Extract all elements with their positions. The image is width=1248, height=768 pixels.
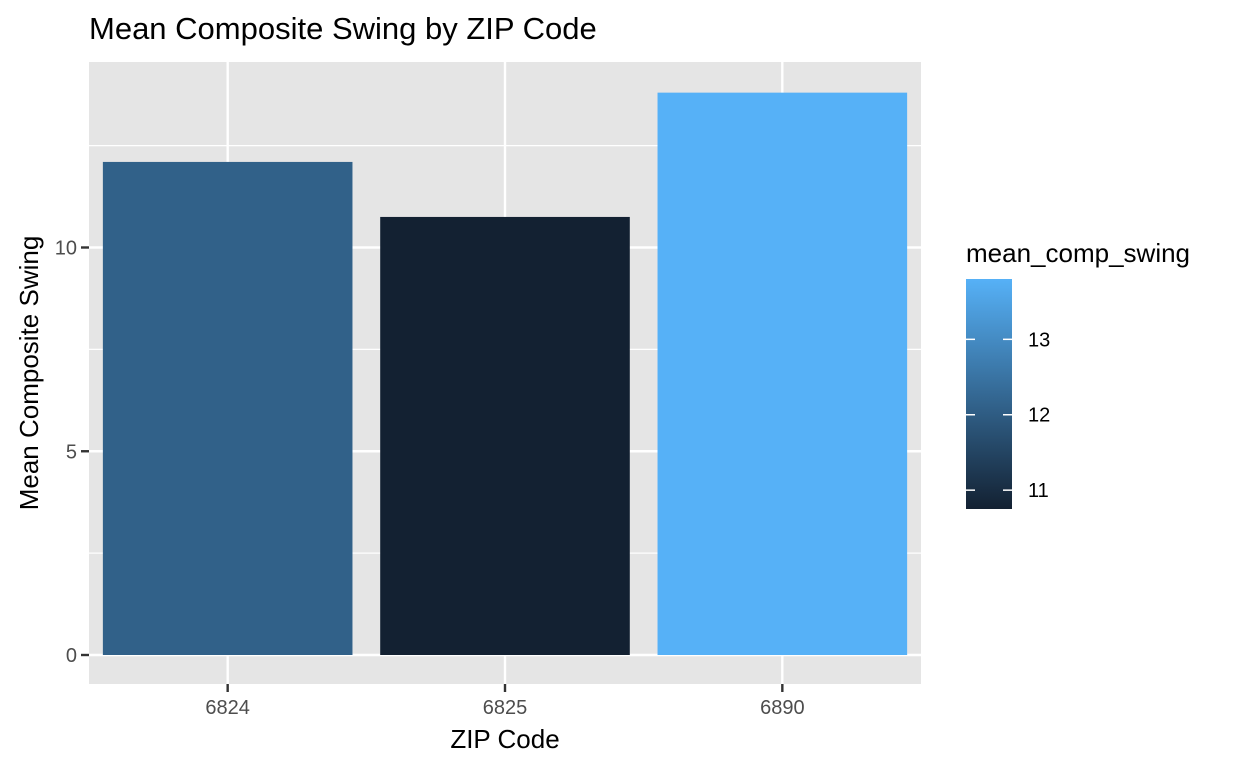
x-axis-title: ZIP Code: [450, 724, 559, 754]
legend-ticks: 11 12 13: [966, 329, 1050, 502]
y-tick-label: 10: [55, 238, 77, 260]
legend: mean_comp_swing 11 12 13: [966, 238, 1190, 509]
chart-title: Mean Composite Swing by ZIP Code: [89, 11, 597, 46]
x-tick-label: 6824: [205, 697, 250, 719]
y-tick-label: 5: [66, 441, 77, 463]
legend-tick-label: 13: [1028, 329, 1050, 351]
y-tick-label: 0: [66, 645, 77, 667]
x-tick-label: 6825: [483, 697, 528, 719]
x-axis: 6824 6825 6890: [205, 684, 805, 719]
bar-6824: [102, 161, 353, 656]
legend-colorbar: [966, 279, 1012, 509]
y-axis: 0 5 10: [55, 238, 89, 667]
x-tick-label: 6890: [760, 697, 805, 719]
y-axis-title: Mean Composite Swing: [14, 236, 44, 511]
bar-6890: [657, 92, 908, 655]
legend-title: mean_comp_swing: [966, 238, 1190, 268]
legend-tick-label: 11: [1028, 480, 1049, 502]
bars: [102, 92, 908, 656]
bar-6825: [380, 216, 630, 655]
legend-tick-label: 12: [1028, 405, 1050, 427]
